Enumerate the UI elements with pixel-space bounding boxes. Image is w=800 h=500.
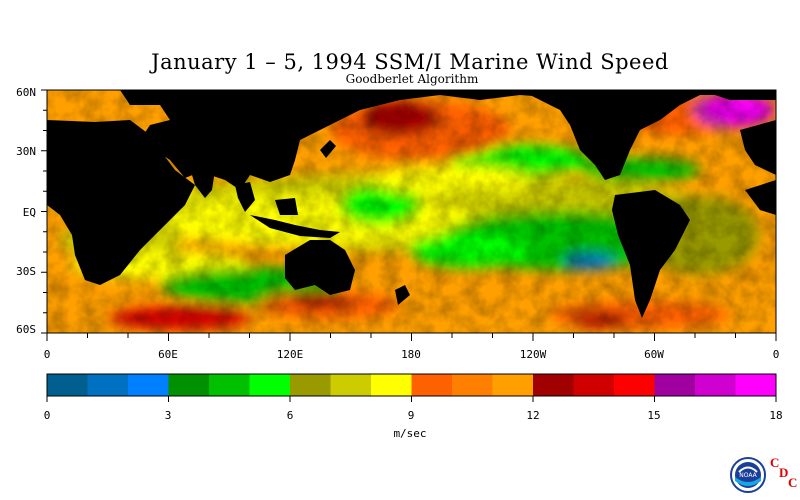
colorbar-swatch: [452, 374, 493, 396]
land-japan: [320, 140, 336, 158]
colorbar-tick-label: 12: [526, 409, 540, 422]
colorbar-tick-label: 3: [164, 409, 172, 422]
colorbar-swatch: [695, 374, 736, 396]
colorbar-swatch: [735, 374, 777, 396]
land: [47, 90, 776, 318]
colorbar-tick-label: 0: [43, 409, 51, 422]
color-bar: [46, 373, 777, 402]
land-se-asia: [235, 182, 255, 212]
colorbar-swatch: [371, 374, 412, 396]
colorbar-tick-label: 18: [769, 409, 783, 422]
land-indonesia: [250, 215, 340, 238]
colorbar-swatch: [290, 374, 331, 396]
land-greenland: [700, 90, 776, 100]
lon-label: 60W: [644, 348, 664, 361]
lat-label: EQ: [22, 206, 36, 219]
cdc-logo: C D C: [770, 455, 800, 495]
colorbar-swatch: [654, 374, 696, 396]
lat-label: 60S: [16, 323, 36, 336]
land-west-africa: [745, 180, 776, 215]
land-europe-east: [740, 120, 776, 175]
colorbar-tick-label: 9: [407, 409, 415, 422]
land-south-america: [612, 190, 690, 318]
cdc-letter: D: [779, 465, 789, 480]
land-africa: [47, 120, 195, 285]
land-eurasia: [120, 90, 560, 190]
cdc-letter: C: [788, 475, 798, 490]
colorbar-swatch: [533, 374, 574, 396]
colorbar-swatch: [249, 374, 291, 396]
lon-label: 0: [772, 348, 780, 361]
colorbar-swatch: [614, 374, 655, 396]
land-australia: [285, 240, 355, 295]
colorbar-swatch: [128, 374, 169, 396]
land-india: [190, 168, 215, 198]
wind-speed-map: [41, 89, 777, 341]
lat-label: 30N: [16, 145, 36, 158]
lat-label: 30S: [16, 265, 36, 278]
colorbar-swatch: [87, 374, 129, 396]
lat-ticks: [41, 89, 47, 334]
colorbar-swatch: [47, 374, 88, 396]
lon-label: 0: [43, 348, 51, 361]
colorbar-tick-label: 15: [647, 409, 661, 422]
lon-ticks: [46, 333, 777, 341]
land-new-zealand: [395, 285, 410, 305]
colorbar-unit-label: m/sec: [393, 427, 427, 440]
lat-label: 60N: [16, 86, 36, 99]
lon-label: 120E: [276, 348, 304, 361]
colorbar-swatch: [209, 374, 250, 396]
land-north-america: [520, 90, 776, 180]
colorbar-swatch: [168, 374, 210, 396]
cdc-letter: C: [770, 455, 780, 470]
land-borneo: [275, 198, 298, 215]
noaa-logo: NOAA: [730, 457, 766, 493]
colorbar-tick-label: 6: [286, 409, 294, 422]
colorbar-swatch: [573, 374, 615, 396]
colorbar-swatch: [330, 374, 372, 396]
chart-title: January 1 – 5, 1994 SSM/I Marine Wind Sp…: [151, 50, 669, 74]
chart-subtitle: Goodberlet Algorithm: [345, 72, 479, 86]
lon-label: 180: [401, 348, 421, 361]
lon-label: 60E: [158, 348, 178, 361]
colorbar-swatch: [411, 374, 453, 396]
lon-label: 120W: [519, 348, 547, 361]
colorbar-swatch: [492, 374, 534, 396]
noaa-logo-text: NOAA: [739, 472, 757, 479]
